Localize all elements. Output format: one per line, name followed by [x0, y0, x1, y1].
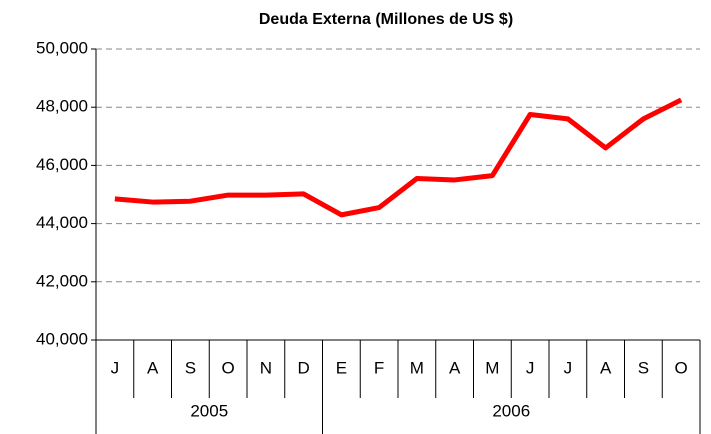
y-tick-label: 44,000: [36, 213, 88, 232]
x-tick-label: F: [374, 358, 384, 377]
x-tick-label: O: [222, 358, 235, 377]
x-tick-label: A: [147, 358, 159, 377]
x-tick-label: M: [485, 358, 499, 377]
group-label: 2006: [492, 401, 530, 420]
chart-title: Deuda Externa (Millones de US $): [259, 11, 513, 28]
data-line: [114, 97, 683, 218]
x-tick-label: A: [449, 358, 461, 377]
x-tick-label: J: [526, 358, 535, 377]
x-tick-label: S: [638, 358, 649, 377]
group-label: 2005: [190, 401, 228, 420]
x-tick-label: E: [336, 358, 347, 377]
x-tick-label: N: [260, 358, 272, 377]
x-tick-label: M: [410, 358, 424, 377]
y-tick-label: 46,000: [36, 155, 88, 174]
x-tick-label: S: [185, 358, 196, 377]
y-tick-label: 40,000: [36, 329, 88, 348]
x-tick-label: A: [600, 358, 612, 377]
x-tick-label: J: [564, 358, 573, 377]
x-tick-label: J: [111, 358, 120, 377]
y-tick-label: 48,000: [36, 97, 88, 116]
y-tick-label: 42,000: [36, 271, 88, 290]
x-tick-label: O: [675, 358, 688, 377]
y-tick-label: 50,000: [36, 38, 88, 57]
x-tick-label: D: [297, 358, 309, 377]
